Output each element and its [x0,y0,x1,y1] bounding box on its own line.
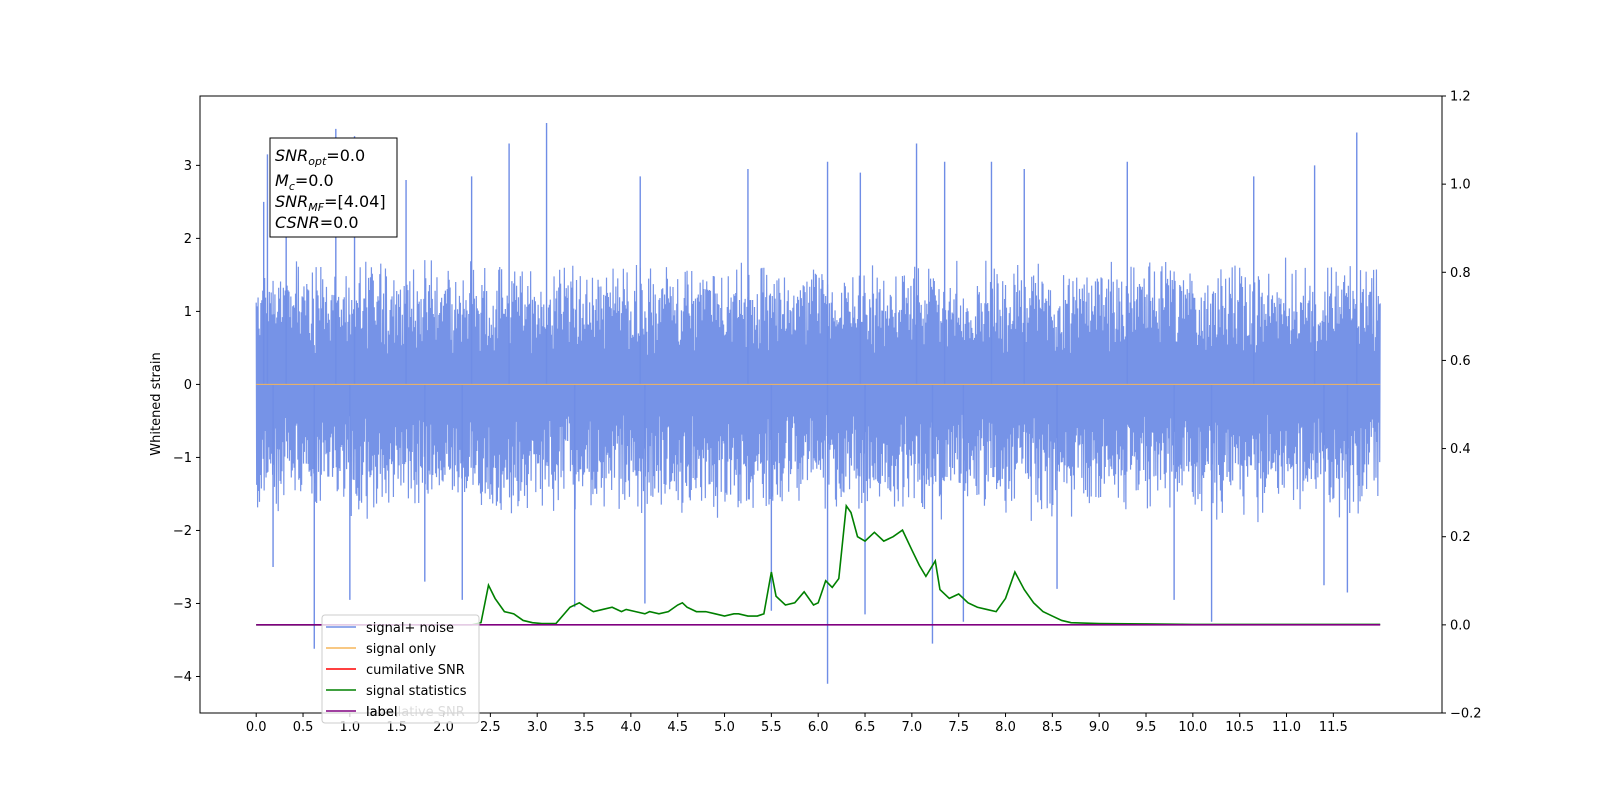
x-tick-label: 9.0 [1089,720,1110,735]
y-tick-label: 2 [184,232,192,247]
y2-tick-label: −0.2 [1450,707,1482,722]
y2-tick-label: 0.2 [1450,530,1471,545]
x-tick-label: 8.5 [1042,720,1063,735]
x-tick-label: 4.5 [667,720,688,735]
legend-entry: signal+ noise [366,621,454,636]
y-axis-right: −0.2 0.0 0.2 0.4 0.6 0.8 1.0 1.2 [1442,90,1482,722]
series-signal-noise [255,257,1381,523]
legend-entry: label [366,705,397,720]
legend: signal+ noise signal only cumilative SNR si… [321,614,480,724]
y2-tick-label: 0.4 [1450,442,1471,457]
y-tick-label: −1 [173,451,192,466]
y2-tick-label: 1.2 [1450,90,1471,105]
x-tick-label: 0.5 [293,720,314,735]
x-tick-label: 11.0 [1272,720,1301,735]
x-tick-label: 10.5 [1225,720,1254,735]
x-tick-label: 11.5 [1319,720,1348,735]
legend-overlay-text: cumilative SNR [366,705,465,720]
x-tick-label: 1.5 [386,720,407,735]
y-tick-label: 1 [184,305,192,320]
series-signal-statistics [256,503,1381,626]
x-tick-label: 6.0 [808,720,829,735]
y-axis-label: Whitened strain [149,352,164,455]
y-tick-label: −2 [173,524,192,539]
annotation-snr-mf: SNRMF=[4.04] [275,192,386,214]
x-tick-label: 6.5 [855,720,876,735]
x-tick-label: 7.5 [948,720,969,735]
x-tick-label: 3.5 [574,720,595,735]
annotation-mc: Mc=0.0 [275,171,334,193]
x-tick-label: 8.0 [995,720,1016,735]
x-tick-label: 0.0 [246,720,267,735]
y2-tick-label: 1.0 [1450,178,1471,193]
x-tick-label: 2.5 [480,720,501,735]
annotation-csnr: CSNR=0.0 [275,213,359,232]
x-tick-label: 4.0 [621,720,642,735]
y-tick-label: −3 [173,597,192,612]
x-tick-label: 3.0 [527,720,548,735]
x-tick-label: 10.0 [1178,720,1207,735]
series-layer [255,123,1381,684]
y2-tick-label: 0.6 [1450,354,1471,369]
y-tick-label: 0 [184,378,192,393]
legend-entry: signal only [366,642,436,657]
legend-entry-front: label [366,705,397,720]
x-axis: 0.0 0.5 1.0 1.5 2.0 2.5 3.0 3.5 4.0 4.5 5.0 5.5 6.0 6… [246,713,1348,735]
y2-tick-label: 0.8 [1450,266,1471,281]
x-tick-label: 5.5 [761,720,782,735]
y-tick-label: 3 [184,159,192,174]
x-tick-label: 2.0 [433,720,454,735]
y2-tick-label: 0.0 [1450,618,1471,633]
annotation-box: SNRopt=0.0 Mc=0.0 SNRMF=[4.04] CSNR=0.0 [269,137,398,238]
legend-frame [321,614,480,724]
legend-entry: cumilative SNR [366,663,465,678]
x-tick-label: 1.0 [340,720,361,735]
y-tick-label: −4 [173,670,192,685]
x-tick-label: 7.0 [902,720,923,735]
spikes [262,123,1358,684]
annotation-snr-opt: SNRopt=0.0 [275,146,365,168]
plot-frame [199,95,1443,714]
y-axis-left: −4 −3 −2 −1 0 1 2 3 [173,159,200,685]
legend-entry: signal statistics [366,684,467,699]
x-tick-label: 5.0 [714,720,735,735]
x-tick-label: 9.5 [1136,720,1157,735]
